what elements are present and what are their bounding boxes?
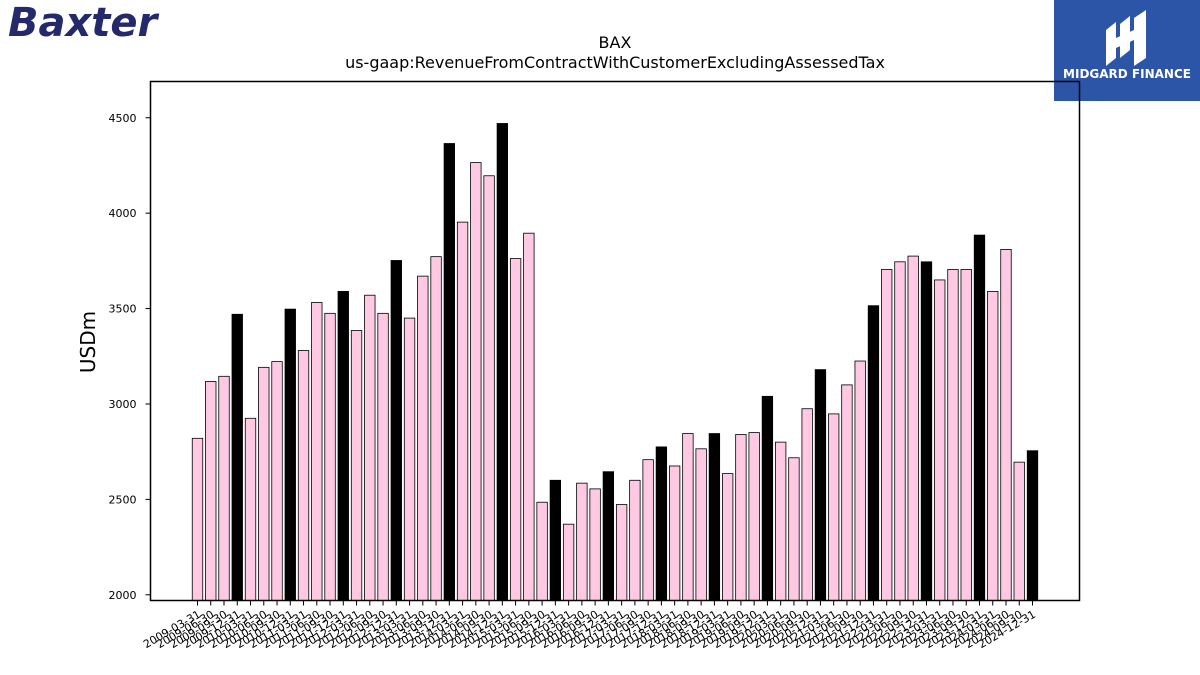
midgard-finance-logo: MIDGARD FINANCE [1054,0,1200,101]
bar-2017-03-31 [615,504,628,601]
bar-2012-09-30 [377,312,389,601]
bar-2019-06-30 [735,434,747,601]
baxter-logo: Baxter [8,0,160,46]
bar-2013-12-31 [443,143,455,601]
bar-2012-12-31 [390,260,402,601]
bar-2024-12-31 [1026,450,1039,601]
bar-2023-06-30 [947,269,959,601]
bar-2021-12-31 [867,305,880,601]
bar-2011-03-31 [297,350,310,601]
bar-2017-12-31 [655,446,668,601]
bar-2009-09-30 [218,375,230,601]
bar-2023-12-31 [973,234,986,601]
bar-2011-12-31 [337,290,349,601]
bar-2023-09-30 [960,269,972,601]
bar-2010-06-30 [258,366,270,601]
bar-2020-06-30 [788,457,800,601]
bar-2021-09-30 [854,360,866,601]
bar-2016-03-31 [562,523,575,601]
bar-2022-12-31 [920,261,933,601]
baxter-logo-text: Baxter [8,0,160,46]
bar-2021-06-30 [841,384,853,601]
bar-2024-09-30 [1013,461,1025,601]
bar-2016-06-30 [576,482,588,601]
y-tick-label: 2000 [109,589,137,602]
bar-2020-03-31 [775,441,787,601]
bar-2011-09-30 [324,312,336,601]
y-tick-label: 3500 [109,303,137,316]
bar-2013-06-30 [417,275,429,601]
y-axis: 2000 2500 3000 3500 4000 4500 [109,112,151,602]
y-tick-label: 2500 [109,493,137,506]
bar-2016-12-31 [602,471,615,601]
bar-2014-12-31 [496,123,508,601]
bar-2015-06-30 [523,232,535,601]
bar-2018-03-31 [668,465,681,601]
bar-2015-12-31 [549,479,562,601]
chart-subtitle: us-gaap:RevenueFromContractWithCustomerE… [345,53,885,72]
bar-2013-09-30 [430,256,442,601]
bar-2018-12-31 [708,433,721,601]
bar-2012-06-30 [364,294,376,601]
bars-group [191,123,1039,601]
chart-title: BAX [599,33,632,52]
y-tick-label: 4000 [109,207,137,220]
bar-2016-09-30 [589,488,601,601]
bar-2010-09-30 [271,361,283,601]
bar-2009-06-30 [205,381,217,601]
bar-2024-06-30 [1000,249,1012,601]
bar-2019-12-31 [761,395,774,601]
bar-2019-03-31 [722,473,734,601]
y-tick-label: 3000 [109,398,137,411]
midgard-logo-mark-icon [1106,10,1146,66]
bar-2012-03-31 [350,330,363,601]
bar-2022-06-30 [894,261,906,601]
bar-2018-09-30 [695,448,707,601]
bar-2015-03-31 [509,258,522,601]
bar-2023-03-31 [934,279,946,601]
bar-2014-09-30 [483,175,495,601]
bar-2019-09-30 [748,432,760,601]
x-axis: 2009-03-312009-06-302009-09-302009-12-31… [141,600,1038,651]
bar-2017-09-30 [642,459,654,601]
bar-2015-09-30 [536,501,548,601]
bar-2014-06-30 [470,162,482,601]
bar-2014-03-31 [456,221,469,601]
bar-2018-06-30 [682,433,694,601]
bar-2017-06-30 [629,479,641,601]
bar-2024-03-31 [987,290,999,601]
bar-2022-03-31 [881,269,893,601]
bar-2009-03-31 [191,437,204,601]
bar-2020-12-31 [814,369,827,601]
bar-2010-03-31 [244,417,257,601]
bar-2013-03-31 [403,317,416,601]
midgard-logo-text: MIDGARD FINANCE [1063,67,1191,81]
bar-2011-06-30 [311,302,323,601]
bar-2022-09-30 [907,255,919,601]
bar-2021-03-31 [828,413,840,601]
y-tick-label: 4500 [109,112,137,125]
bar-2010-12-31 [284,308,296,601]
y-axis-label: USDm [76,311,100,373]
plot-frame [149,80,1081,602]
bar-2009-12-31 [231,313,243,601]
bar-2020-09-30 [801,408,813,601]
